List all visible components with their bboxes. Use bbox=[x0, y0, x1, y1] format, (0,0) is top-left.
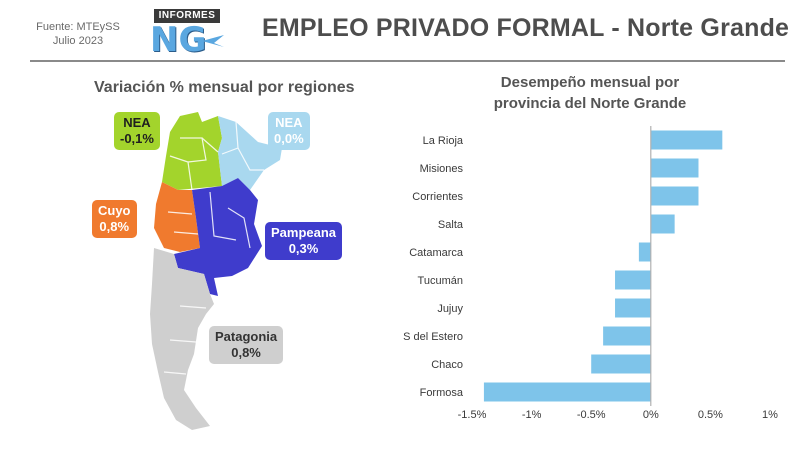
title-divider bbox=[30, 60, 785, 62]
plane-icon bbox=[202, 35, 224, 47]
category-label: Formosa bbox=[420, 387, 464, 399]
x-tick-label: -0.5% bbox=[577, 409, 606, 421]
bar-chaco bbox=[591, 354, 651, 374]
bar-misiones bbox=[650, 158, 699, 178]
date-line: Julio 2023 bbox=[52, 35, 104, 47]
x-tick-label: 0% bbox=[643, 409, 659, 421]
region-cuyo-shape bbox=[154, 182, 200, 252]
bar-corrientes bbox=[650, 186, 699, 206]
source-line: Fuente: MTEySS bbox=[36, 21, 120, 33]
region-value: 0,8% bbox=[99, 219, 130, 234]
x-tick-label: 1% bbox=[762, 409, 778, 421]
region-badge-nea: NEA 0,0% bbox=[268, 112, 310, 150]
region-noa-shape bbox=[162, 112, 222, 190]
region-name: NEA bbox=[123, 115, 151, 130]
category-label: La Rioja bbox=[423, 135, 464, 147]
bar-catamarca bbox=[638, 242, 651, 262]
chart-title: Desempeño mensual por provincia del Nort… bbox=[493, 74, 687, 112]
region-badge-cuyo: Cuyo 0,8% bbox=[92, 200, 137, 238]
logo-mark: NG bbox=[150, 20, 207, 60]
category-label: Chaco bbox=[431, 359, 463, 371]
logo-top-text: INFORMES bbox=[154, 9, 220, 23]
category-label: Jujuy bbox=[437, 303, 463, 315]
bar-s-del-estero bbox=[603, 326, 651, 346]
region-value: 0,0% bbox=[274, 131, 304, 146]
region-value: -0,1% bbox=[120, 131, 154, 146]
region-name: Patagonia bbox=[215, 329, 278, 344]
region-badge-patagonia: Patagonia 0,8% bbox=[209, 326, 284, 364]
bar-jujuy bbox=[615, 298, 651, 318]
category-label: Corrientes bbox=[412, 191, 463, 203]
bar-tucumán bbox=[615, 270, 651, 290]
bar-formosa bbox=[483, 382, 651, 402]
category-label: S del Estero bbox=[403, 331, 463, 343]
category-label: Catamarca bbox=[409, 247, 464, 259]
region-value: 0,3% bbox=[288, 241, 319, 256]
informes-ng-logo: INFORMES NG bbox=[146, 9, 228, 61]
argentina-map bbox=[150, 112, 282, 430]
region-badge-nea-noa: NEA -0,1% bbox=[114, 112, 160, 150]
category-label: Tucumán bbox=[418, 275, 463, 287]
map-title: Variación % mensual por regiones bbox=[94, 79, 355, 96]
x-tick-label: -1% bbox=[522, 409, 542, 421]
region-name: Cuyo bbox=[98, 203, 131, 218]
bar-la-rioja bbox=[650, 130, 723, 150]
category-label: Misiones bbox=[420, 163, 464, 175]
x-tick-label: 0.5% bbox=[698, 409, 723, 421]
region-badge-pampeana: Pampeana 0,3% bbox=[265, 222, 343, 260]
region-name: Pampeana bbox=[271, 225, 337, 240]
page-title: EMPLEO PRIVADO FORMAL - Norte Grande bbox=[262, 14, 790, 42]
bar-salta bbox=[650, 214, 675, 234]
region-nea-shape bbox=[218, 116, 282, 190]
x-tick-label: -1.5% bbox=[458, 409, 487, 421]
region-value: 0,8% bbox=[231, 345, 261, 360]
region-patagonia-shape bbox=[150, 248, 214, 430]
region-name: NEA bbox=[275, 115, 303, 130]
category-label: Salta bbox=[438, 219, 464, 231]
source-note: Fuente: MTEySS Julio 2023 bbox=[30, 20, 126, 48]
